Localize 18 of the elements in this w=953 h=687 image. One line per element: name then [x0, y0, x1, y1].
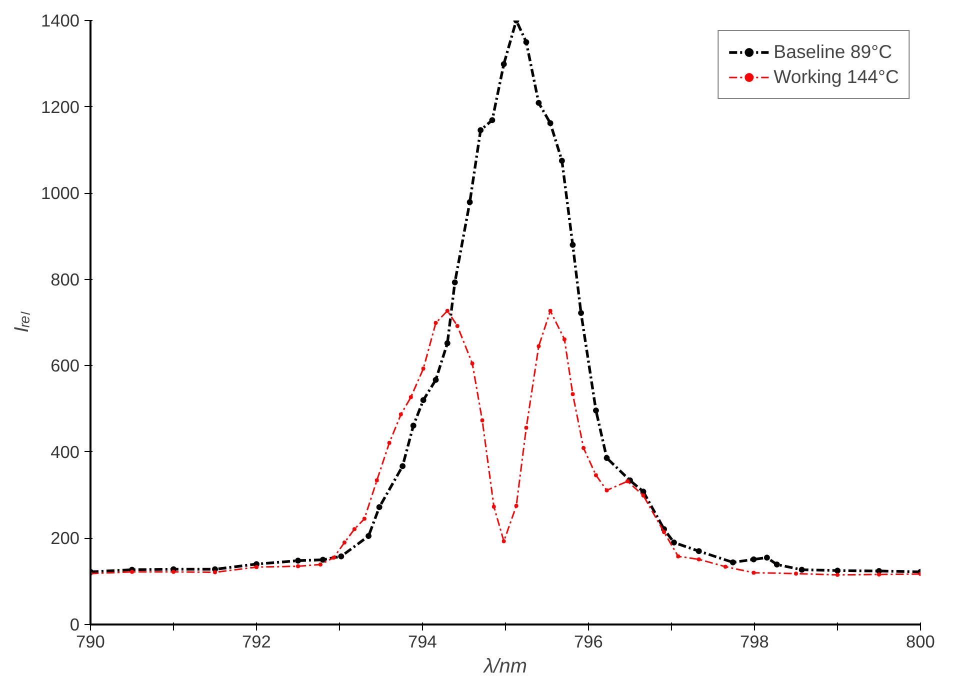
x-axis-title: λ/nm	[482, 656, 528, 678]
y-tick-label: 1200	[40, 96, 80, 117]
x-tick-label: 794	[408, 632, 438, 652]
x-tick-label: 800	[906, 632, 935, 652]
legend-label: Working 144°C	[774, 66, 899, 88]
y-tick-label: 1400	[40, 10, 80, 30]
y-axis-title: Iᵣₑₗ	[10, 310, 33, 333]
x-tick-label: 792	[242, 632, 271, 652]
legend-label: Baseline 89°C	[774, 41, 892, 63]
y-tick-label: 600	[50, 356, 80, 376]
y-tick-label: 400	[50, 442, 80, 462]
x-tick-label: 796	[574, 632, 603, 652]
y-tick-label: 0	[70, 614, 80, 634]
x-tick-label: 790	[76, 632, 105, 652]
y-tick-label: 200	[50, 528, 80, 548]
y-tick-label: 800	[50, 269, 80, 290]
x-tick-label: 798	[740, 632, 769, 652]
y-tick-label: 1000	[40, 183, 80, 204]
